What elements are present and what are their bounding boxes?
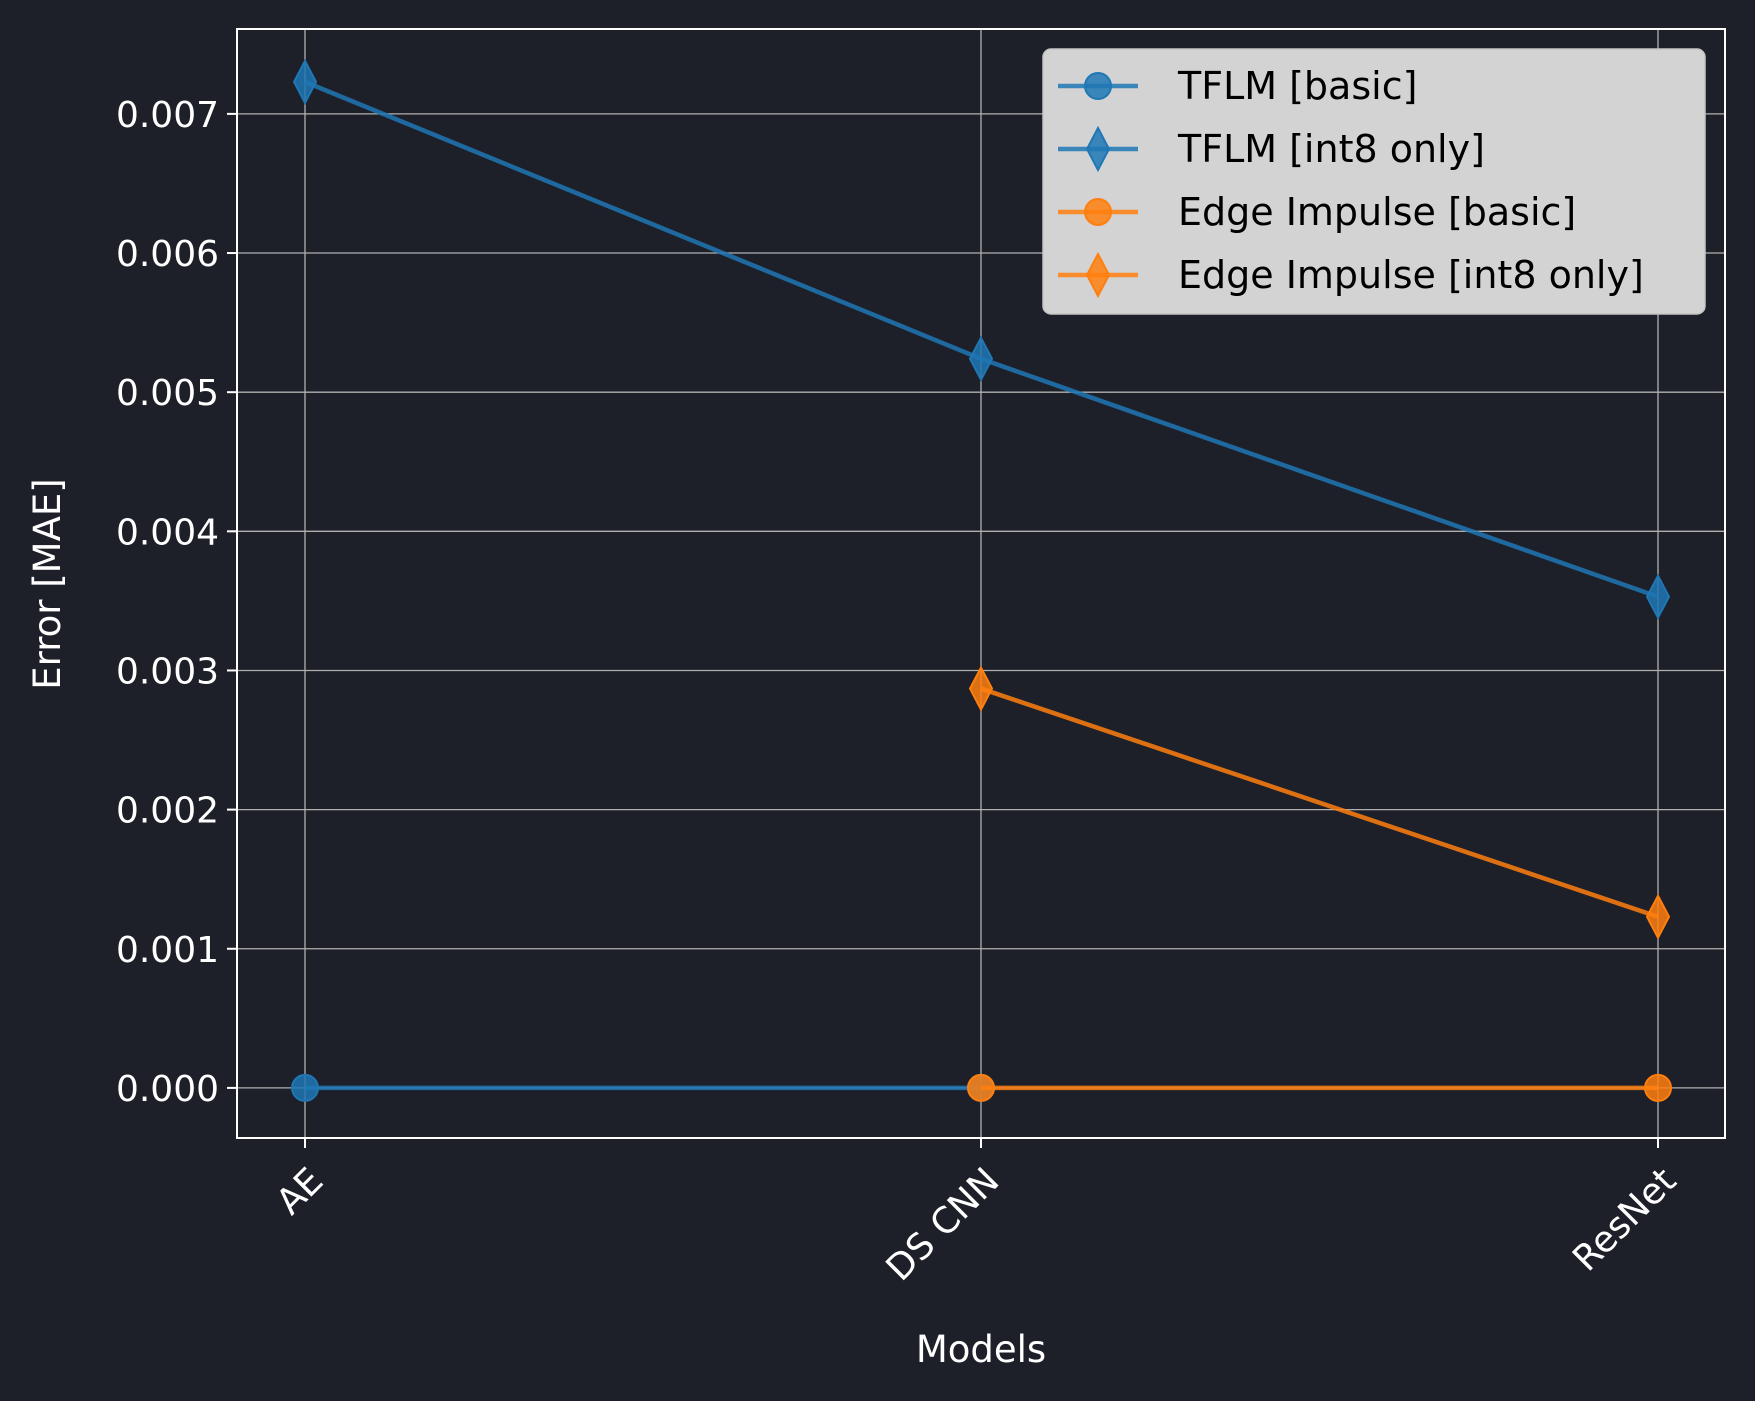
legend-marker — [1085, 125, 1111, 173]
y-tick-label: 0.000 — [116, 1069, 219, 1110]
data-point-edge-impulse-int8-only — [968, 665, 994, 712]
data-point-edge-impulse-basic — [1644, 1073, 1672, 1102]
data-point-tflm-basic — [291, 1073, 319, 1102]
legend-entry-edge-impulse-basic: Edge Impulse [basic] — [1058, 190, 1576, 234]
legend-label: Edge Impulse [int8 only] — [1178, 253, 1644, 297]
series-line-edge-impulse-int8-only — [980, 686, 1659, 919]
y-tick-label: 0.006 — [116, 234, 219, 275]
y-axis: 0.000 0.001 0.002 0.003 0.004 0.005 0.006 0.007 — [116, 95, 237, 1110]
data-point-edge-impulse-basic — [967, 1073, 995, 1102]
legend: TFLM [basic] TFLM [int8 only] Edge Impulse… — [1042, 48, 1706, 315]
legend-entry-tflm-int8-only: TFLM [int8 only] — [1058, 125, 1485, 173]
y-tick-label: 0.004 — [116, 512, 219, 553]
x-axis-label: Models — [916, 1328, 1046, 1371]
data-point-edge-impulse-int8-only — [1645, 893, 1671, 940]
legend-marker — [1085, 251, 1111, 299]
legend-label: TFLM [basic] — [1177, 64, 1417, 108]
legend-marker — [1084, 72, 1112, 100]
data-point-tflm-int8-only — [292, 58, 318, 106]
y-tick-label: 0.002 — [116, 791, 219, 832]
legend-label: TFLM [int8 only] — [1177, 127, 1485, 171]
data-point-tflm-int8-only — [968, 335, 994, 382]
legend-entry-edge-impulse-int8-only: Edge Impulse [int8 only] — [1058, 251, 1644, 299]
series-layer — [291, 58, 1672, 1102]
series-edge-impulse-int8-only — [968, 665, 1671, 940]
series-tflm-int8-only — [292, 58, 1671, 620]
legend-box — [1042, 48, 1706, 315]
y-tick-label: 0.007 — [116, 95, 219, 136]
y-tick-label: 0.001 — [116, 930, 219, 971]
data-point-tflm-int8-only — [1645, 573, 1671, 620]
series-edge-impulse-basic — [967, 1073, 1672, 1102]
y-tick-label: 0.003 — [116, 651, 219, 692]
legend-entry-tflm-basic: TFLM [basic] — [1058, 64, 1417, 108]
y-axis-label: Error [MAE] — [26, 478, 69, 689]
y-tick-label: 0.005 — [116, 373, 219, 414]
legend-marker — [1084, 198, 1112, 226]
legend-label: Edge Impulse [basic] — [1178, 190, 1576, 234]
